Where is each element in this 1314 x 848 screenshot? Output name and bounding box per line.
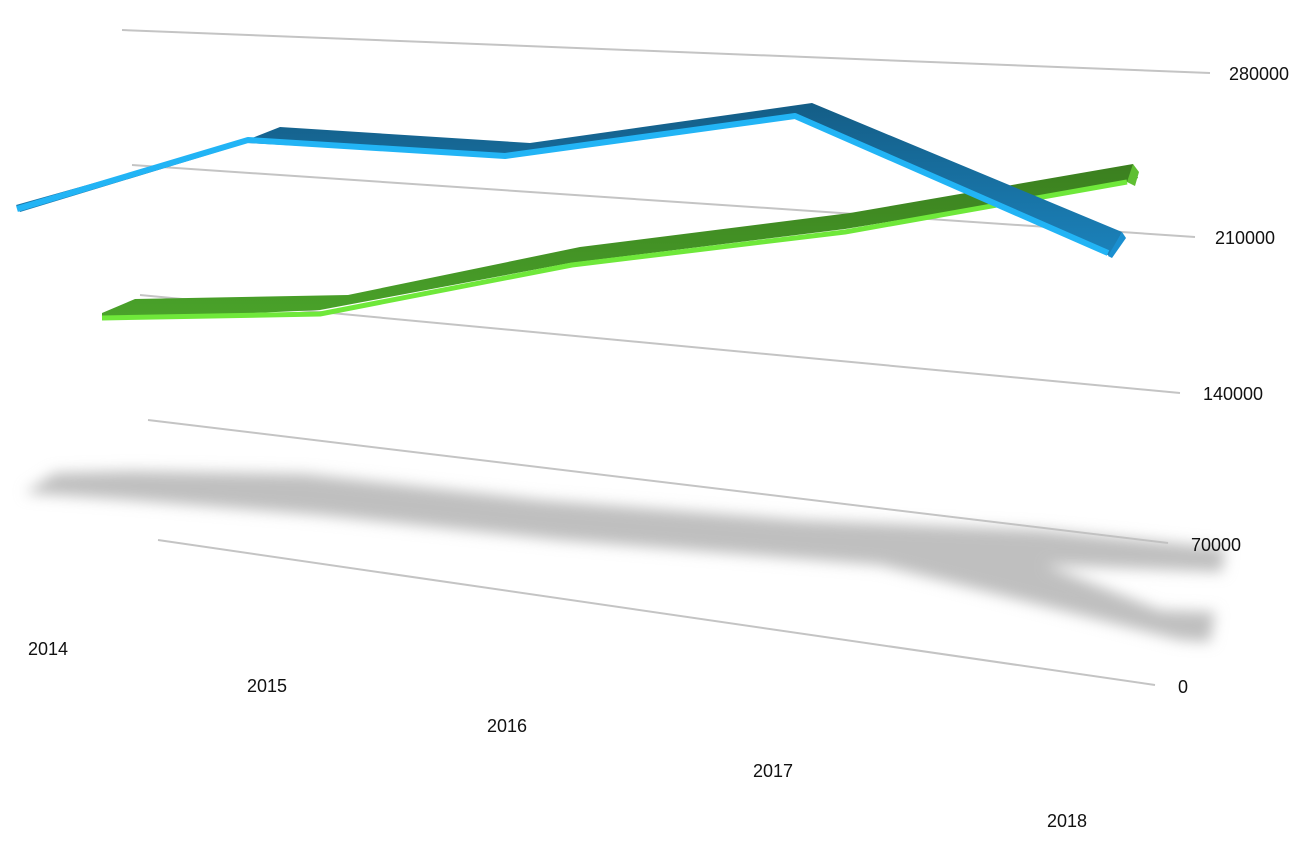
y-tick-label: 0: [1178, 677, 1189, 697]
gridline-70000: [147, 419, 1169, 544]
series-2-end-cap: [1127, 164, 1139, 186]
y-tick-label: 210000: [1215, 228, 1276, 248]
y-tick-label: 140000: [1203, 384, 1264, 404]
x-tick-label: 2016: [487, 716, 528, 736]
series-1-line: [16, 103, 1126, 258]
y-tick-label: 70000: [1191, 535, 1242, 555]
gridlines: [121, 29, 1211, 686]
series-1-end-cap: [1108, 232, 1126, 258]
gridline-280000: [121, 29, 1211, 74]
series-1-top-face: [16, 103, 1122, 256]
gridline-0: [157, 539, 1156, 686]
x-tick-label: 2015: [247, 676, 288, 696]
x-tick-label: 2014: [28, 639, 69, 659]
x-tick-label: 2017: [753, 761, 794, 781]
gridline-210000: [131, 164, 1196, 238]
series-2-top-face: [102, 164, 1138, 320]
series-2-line: [101, 164, 1139, 321]
x-tick-label: 2018: [1047, 811, 1088, 831]
gridline-140000: [139, 294, 1181, 394]
y-tick-label: 280000: [1229, 64, 1290, 84]
series-1-front-edge: [16, 113, 1110, 256]
series-shadow: [25, 471, 1225, 642]
series-2-front-edge: [101, 179, 1128, 321]
